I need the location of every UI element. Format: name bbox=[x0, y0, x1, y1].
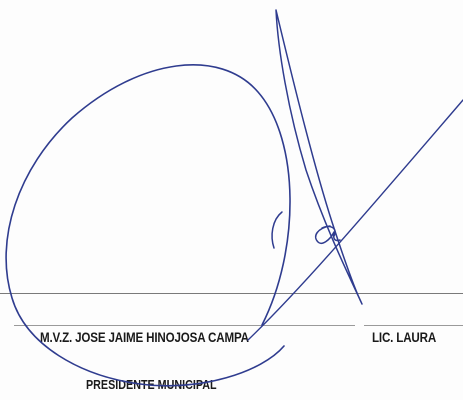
signatory-left-title: PRESIDENTE MUNICIPAL bbox=[86, 378, 217, 392]
signature-line-right bbox=[364, 325, 463, 326]
signature-initials bbox=[314, 225, 341, 244]
signature-diagonal-stroke bbox=[247, 99, 463, 341]
signatory-left-name: M.V.Z. JOSE JAIME HINOJOSA CAMPA bbox=[40, 330, 249, 345]
signatory-right-name: LIC. LAURA bbox=[372, 330, 437, 345]
upper-rule-line bbox=[0, 293, 463, 294]
signature-small-hook bbox=[271, 211, 283, 249]
signature-line-left bbox=[14, 325, 355, 326]
signature-tall-loop bbox=[275, 9, 363, 305]
